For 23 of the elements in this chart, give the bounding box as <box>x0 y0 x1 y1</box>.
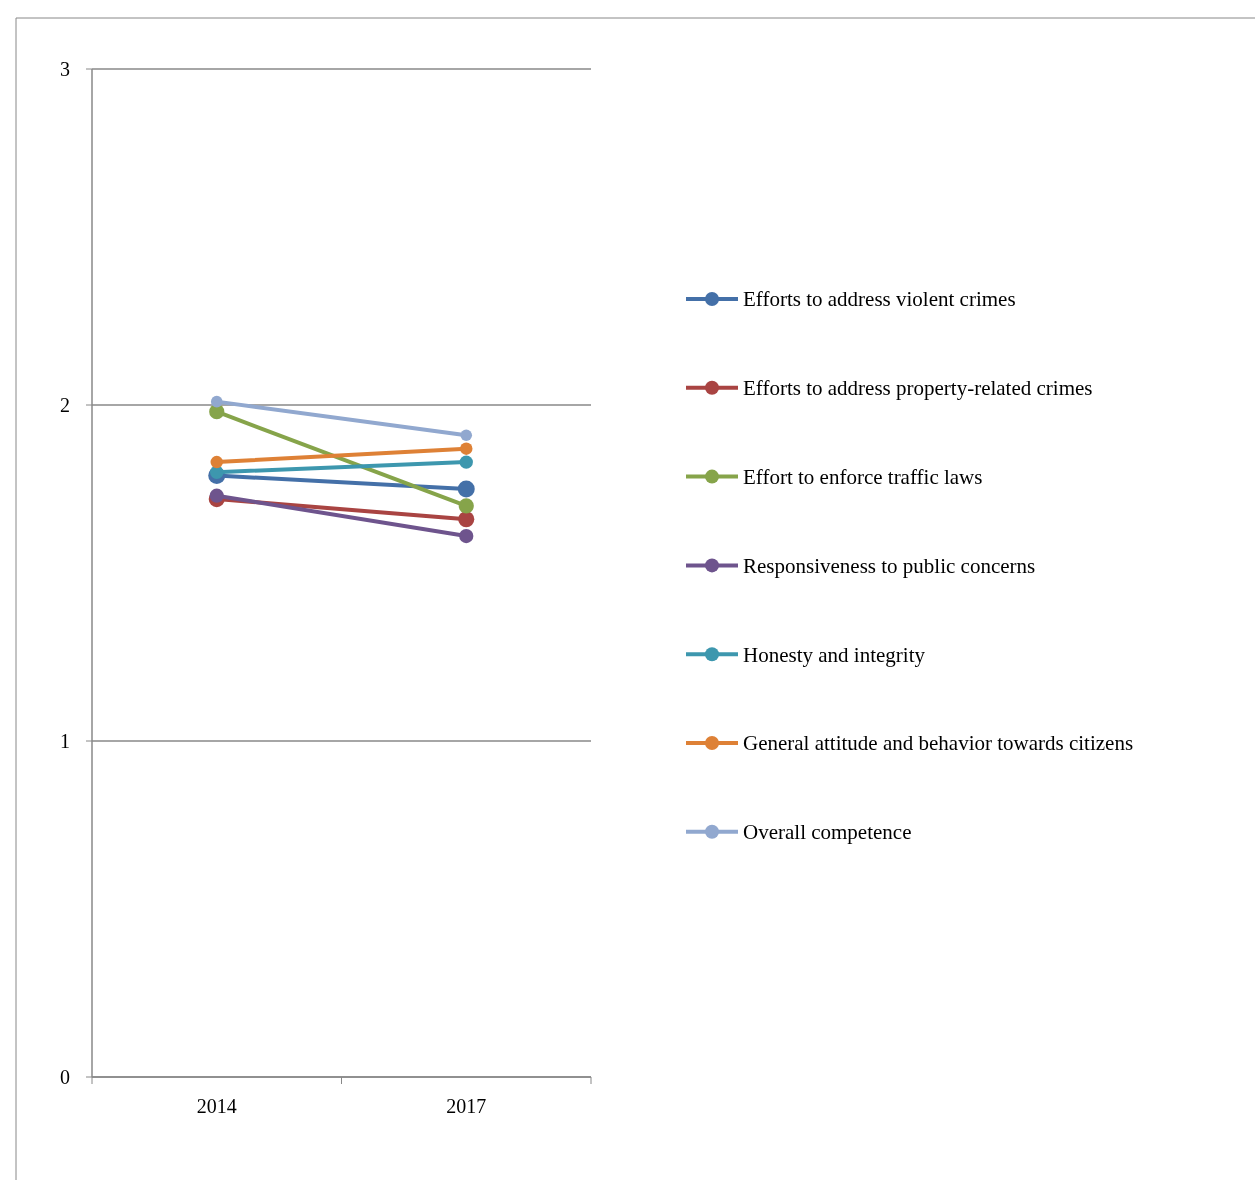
point <box>210 395 223 408</box>
y-tick-label: 1 <box>60 730 70 752</box>
legend-label: General attitude and behavior towards citizens <box>743 731 1134 756</box>
x-tick-label: 2017 <box>446 1095 487 1117</box>
y-tick-label: 0 <box>60 1066 70 1088</box>
point <box>459 528 474 544</box>
legend-label: Honesty and integrity <box>743 642 926 667</box>
point <box>210 455 223 469</box>
point <box>458 511 475 528</box>
legend-label: Efforts to address violent crimes <box>743 287 1016 312</box>
point <box>458 498 474 514</box>
point <box>459 455 473 469</box>
point <box>460 442 473 455</box>
y-tick-label: 3 <box>60 58 70 80</box>
legend-label: Efforts to address property-related crimes <box>743 376 1093 401</box>
point <box>209 488 224 503</box>
legend-label: Overall competence <box>743 820 912 845</box>
point <box>460 429 473 442</box>
x-tick-label: 2014 <box>196 1095 237 1117</box>
legend-label: Effort to enforce traffic laws <box>743 464 983 489</box>
legend-label: Responsiveness to public concerns <box>743 553 1036 578</box>
point <box>457 480 475 498</box>
y-tick-label: 2 <box>60 394 70 416</box>
